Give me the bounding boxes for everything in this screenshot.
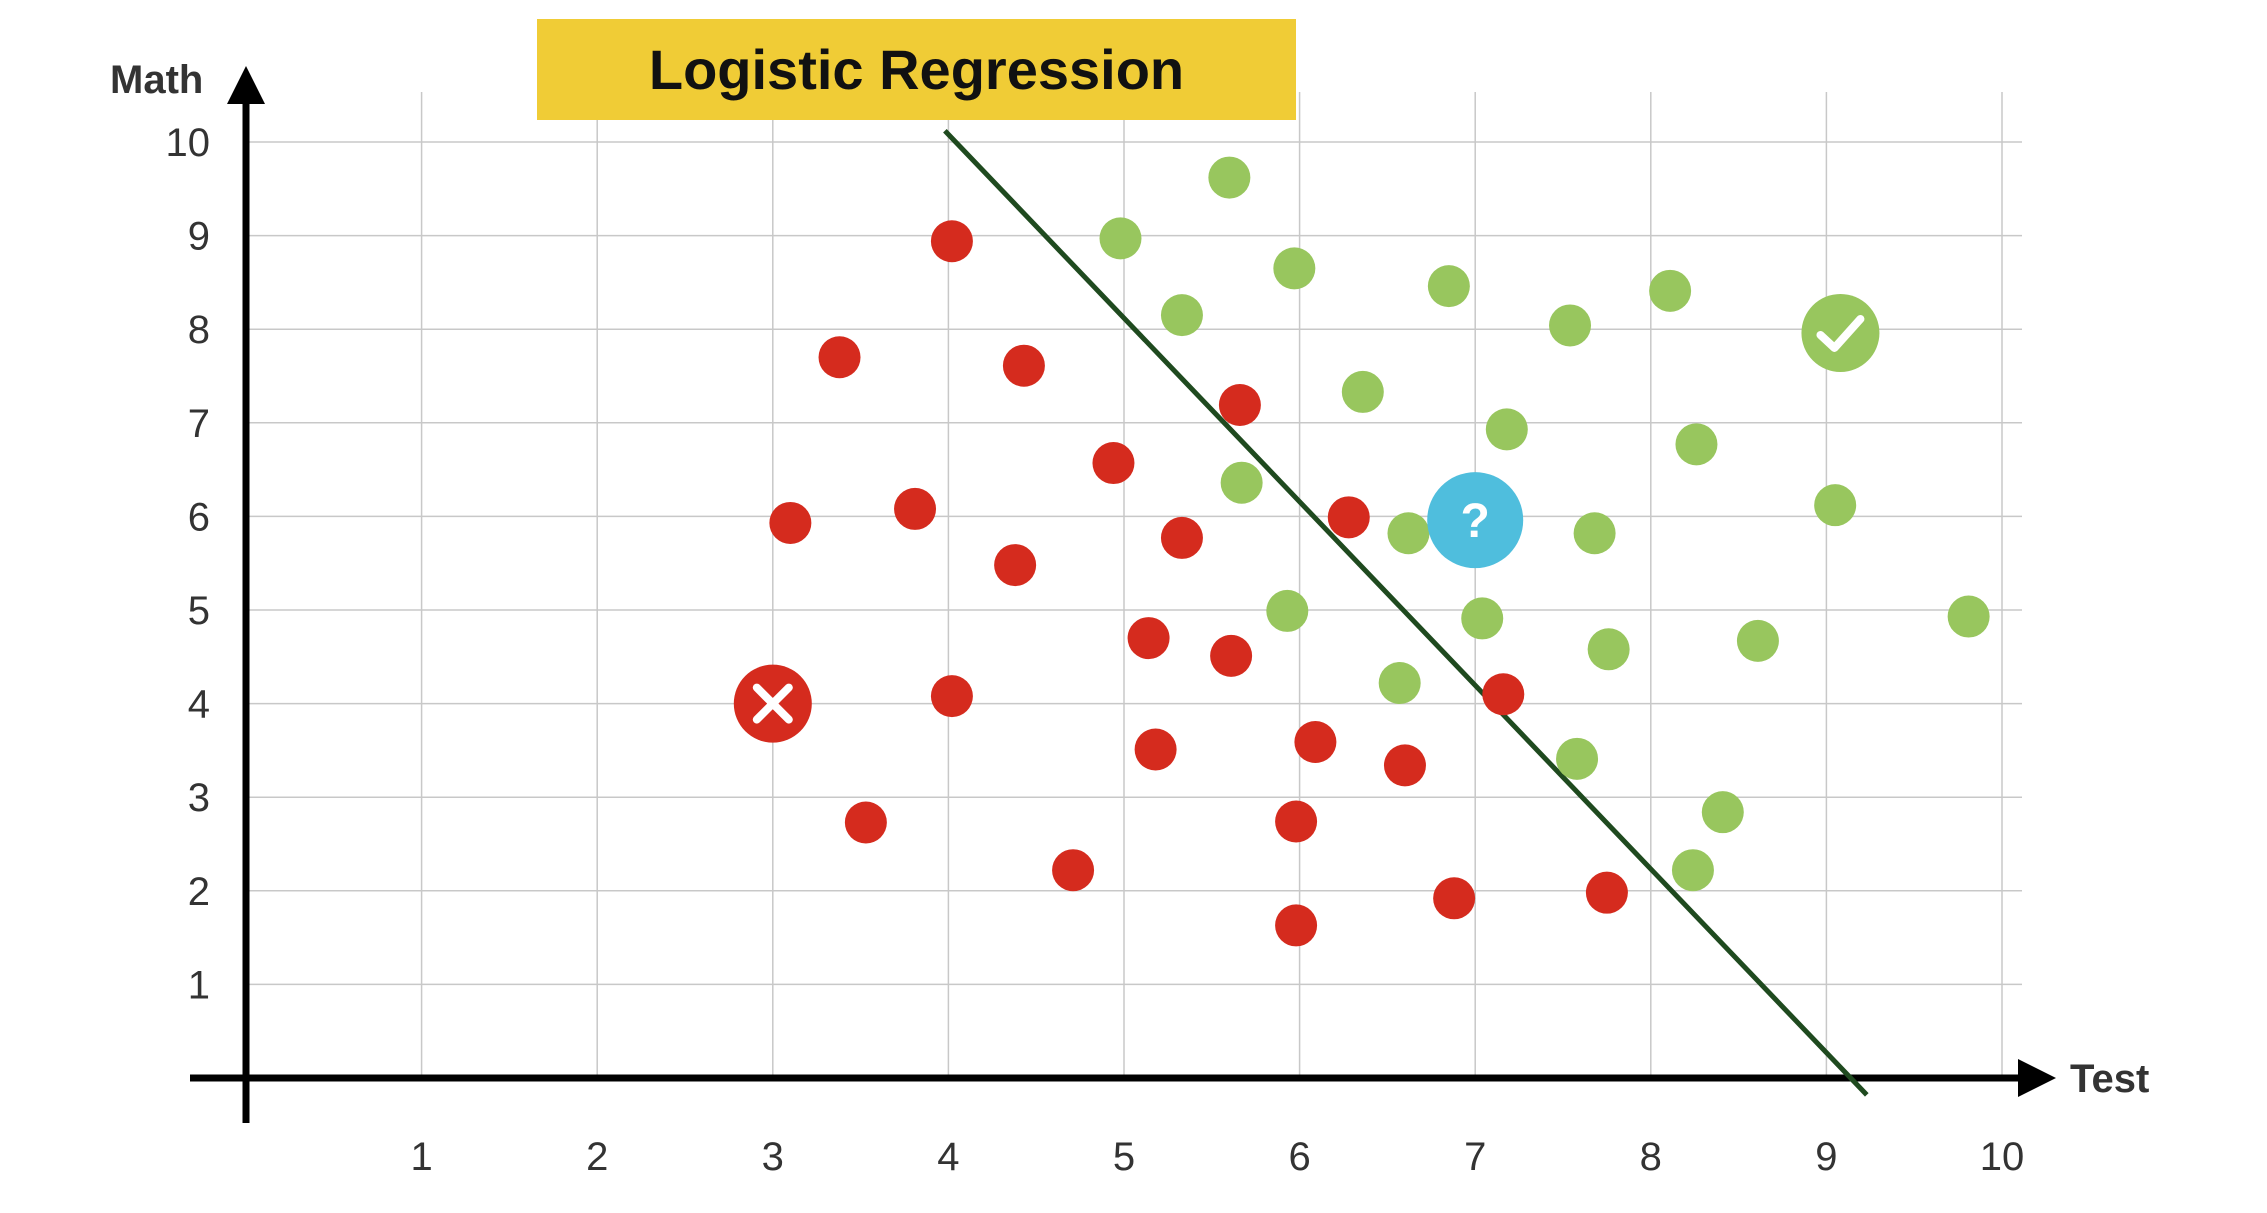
- x-axis-arrowhead: [2018, 1059, 2056, 1097]
- check-icon-stroke: [1816, 314, 1865, 352]
- green-point: [1266, 589, 1309, 632]
- green-point: [1378, 662, 1421, 705]
- green-point: [1556, 737, 1599, 780]
- red-point: [1275, 800, 1318, 843]
- y-tick-label: 7: [188, 402, 210, 446]
- y-axis-label: Math: [110, 58, 203, 102]
- y-tick-label: 1: [188, 963, 210, 1007]
- red-point: [1585, 871, 1628, 914]
- red-point: [1275, 904, 1318, 947]
- boundary-line: [943, 129, 1869, 1097]
- green-point: [1099, 217, 1142, 260]
- query-point-label: ?: [1461, 495, 1490, 548]
- red-point: [994, 544, 1037, 587]
- red-point: [1134, 728, 1177, 771]
- x-tick-label: 6: [1288, 1135, 1310, 1179]
- x-axis-label: Test: [2070, 1057, 2149, 1101]
- check-icon: [1801, 293, 1880, 372]
- red-point: [1092, 442, 1135, 485]
- red-point: [930, 675, 973, 718]
- x-icon: [733, 664, 812, 743]
- red-point: [844, 801, 887, 844]
- red-point: [1002, 344, 1045, 387]
- x-tick-label: 1: [410, 1135, 432, 1179]
- x-icon-stroke: [752, 683, 793, 724]
- red-point: [1210, 634, 1253, 677]
- green-point: [1341, 370, 1384, 413]
- y-axis-arrowhead: [227, 66, 265, 104]
- query-point: ?: [1427, 472, 1524, 569]
- decision-boundary: [943, 129, 1869, 1097]
- red-point: [1327, 496, 1370, 539]
- green-point: [1387, 512, 1430, 555]
- y-tick-label: 2: [188, 870, 210, 914]
- annotations: ?: [733, 293, 1880, 743]
- red-point: [894, 487, 937, 530]
- accept-marker-circle: [1801, 293, 1880, 372]
- y-tick-label: 10: [166, 121, 211, 165]
- green-point: [1675, 423, 1718, 466]
- red-point: [1383, 744, 1426, 787]
- green-point: [1208, 156, 1251, 199]
- green-point: [1671, 849, 1714, 892]
- x-tick-labels: 1 2 3 4 5 6 7 8 9 10: [410, 1135, 2024, 1179]
- red-point: [1160, 516, 1203, 559]
- x-tick-label: 3: [762, 1135, 784, 1179]
- green-point: [1947, 595, 1990, 638]
- y-tick-labels: 1 2 3 4 5 6 7 8 9 10: [166, 121, 211, 1007]
- red-point: [1433, 877, 1476, 920]
- red-point: [1127, 617, 1170, 660]
- red-point: [818, 336, 861, 379]
- green-point: [1736, 619, 1779, 662]
- x-tick-label: 4: [937, 1135, 959, 1179]
- x-tick-label: 7: [1464, 1135, 1486, 1179]
- red-point: [930, 220, 973, 263]
- x-tick-label: 8: [1640, 1135, 1662, 1179]
- y-tick-label: 4: [188, 683, 210, 727]
- red-point: [1218, 384, 1261, 427]
- query-point-circle: [1427, 472, 1524, 569]
- green-point: [1573, 512, 1616, 555]
- y-tick-label: 5: [188, 589, 210, 633]
- y-tick-label: 3: [188, 776, 210, 820]
- data-points: [769, 156, 1990, 947]
- green-point: [1461, 597, 1504, 640]
- y-tick-label: 9: [188, 215, 210, 259]
- green-point: [1814, 484, 1857, 527]
- y-tick-label: 6: [188, 495, 210, 539]
- green-point: [1587, 628, 1630, 671]
- chart-title: Logistic Regression: [648, 38, 1185, 101]
- green-point: [1649, 269, 1692, 312]
- green-point: [1485, 408, 1528, 451]
- y-tick-label: 8: [188, 308, 210, 352]
- x-tick-label: 10: [1980, 1135, 2025, 1179]
- red-point: [1294, 720, 1337, 763]
- title-banner: Logistic Regression: [537, 19, 1296, 120]
- green-point: [1427, 265, 1470, 308]
- red-point: [769, 501, 812, 544]
- x-tick-label: 2: [586, 1135, 608, 1179]
- x-tick-label: 5: [1113, 1135, 1135, 1179]
- axes: [190, 66, 2056, 1123]
- green-point: [1160, 294, 1203, 337]
- green-point: [1701, 791, 1744, 834]
- x-tick-label: 9: [1815, 1135, 1837, 1179]
- green-point: [1549, 304, 1592, 347]
- green-point: [1273, 247, 1316, 290]
- red-point: [1482, 673, 1525, 716]
- red-point: [1052, 849, 1095, 892]
- green-point: [1220, 461, 1263, 504]
